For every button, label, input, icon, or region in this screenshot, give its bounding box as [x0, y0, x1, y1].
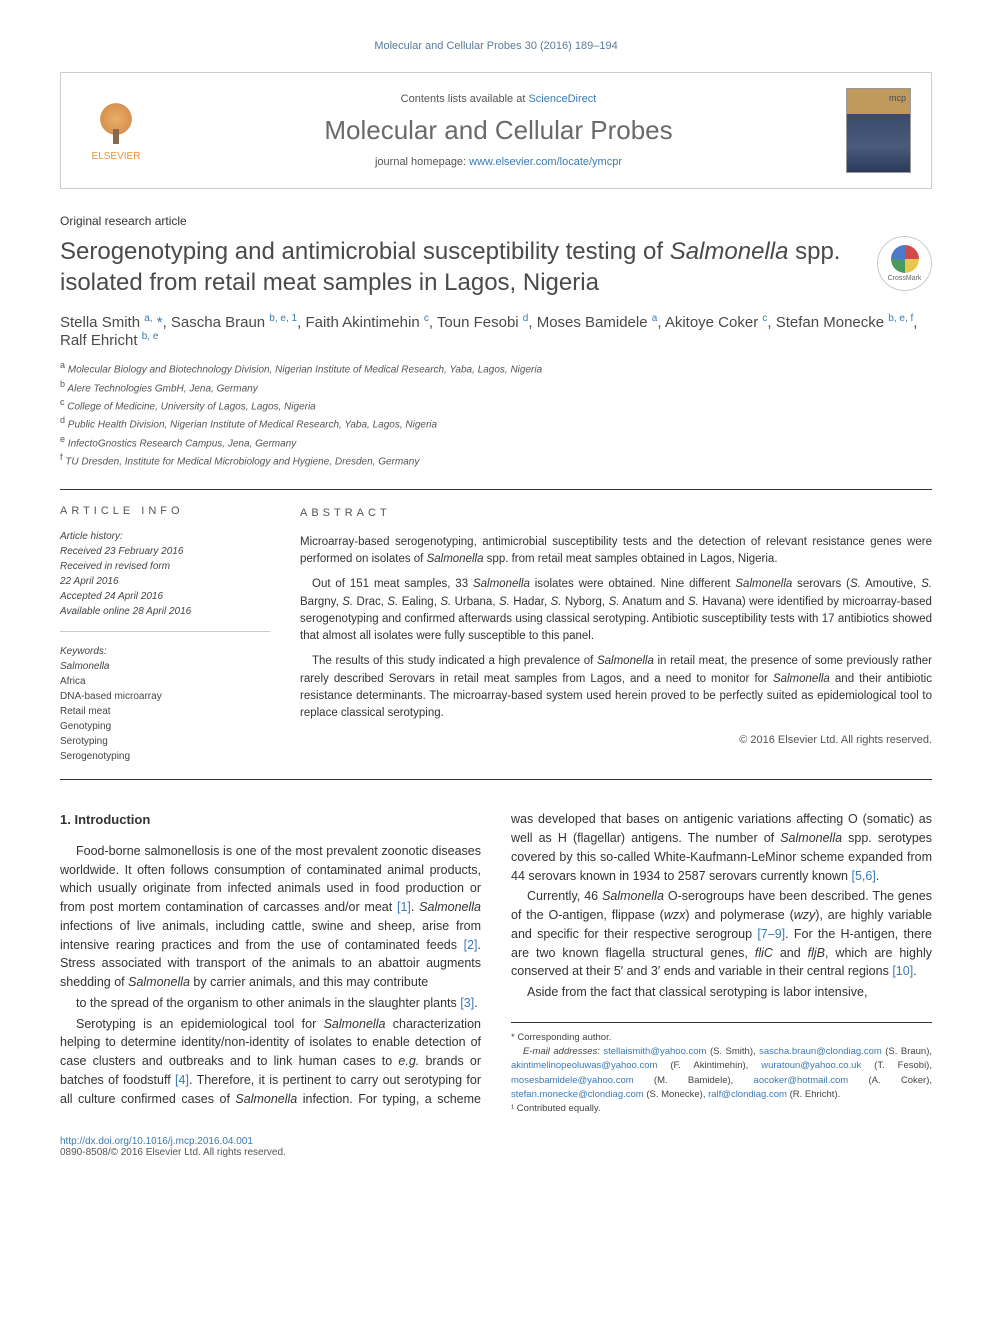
- article-history: Article history: Received 23 February 20…: [60, 529, 270, 632]
- affiliation-line: f TU Dresden, Institute for Medical Micr…: [60, 451, 932, 469]
- email-link[interactable]: akintimelinopeoluwas@yahoo.com: [511, 1060, 657, 1071]
- email-link[interactable]: ralf@clondiag.com: [708, 1089, 787, 1100]
- sciencedirect-link[interactable]: ScienceDirect: [528, 93, 596, 105]
- affiliation-line: e InfectoGnostics Research Campus, Jena,…: [60, 433, 932, 451]
- body-paragraph: Currently, 46 Salmonella O-serogroups ha…: [511, 887, 932, 981]
- email-link[interactable]: aocoker@hotmail.com: [754, 1075, 849, 1086]
- crossmark-icon: [891, 245, 919, 273]
- history-line: Available online 28 April 2016: [60, 604, 270, 619]
- footnotes: * Corresponding author. E-mail addresses…: [511, 1022, 932, 1117]
- abstract-block: ABSTRACT Microarray-based serogenotyping…: [300, 505, 932, 764]
- crossmark-badge[interactable]: CrossMark: [877, 236, 932, 291]
- abstract-paragraph: Out of 151 meat samples, 33 Salmonella i…: [300, 576, 932, 645]
- keyword: Salmonella: [60, 659, 270, 674]
- corresponding-author-note: * Corresponding author.: [511, 1031, 932, 1045]
- affiliation-line: a Molecular Biology and Biotechnology Di…: [60, 359, 932, 377]
- authors-list: Stella Smith a, *, Sascha Braun b, e, 1,…: [60, 313, 932, 349]
- history-line: Received in revised form: [60, 559, 270, 574]
- section-heading: 1. Introduction: [60, 810, 481, 830]
- journal-name: Molecular and Cellular Probes: [151, 115, 846, 146]
- affiliation-line: d Public Health Division, Nigerian Insti…: [60, 414, 932, 432]
- keyword: Retail meat: [60, 704, 270, 719]
- email-link[interactable]: mosesbamidele@yahoo.com: [511, 1075, 634, 1086]
- history-line: Received 23 February 2016: [60, 544, 270, 559]
- keyword: Africa: [60, 674, 270, 689]
- citation-header: Molecular and Cellular Probes 30 (2016) …: [60, 40, 932, 52]
- abstract-header: ABSTRACT: [300, 505, 932, 522]
- keyword: Genotyping: [60, 719, 270, 734]
- article-info-header: ARTICLE INFO: [60, 505, 270, 517]
- keywords-block: Keywords: SalmonellaAfricaDNA-based micr…: [60, 644, 270, 764]
- history-line: Accepted 24 April 2016: [60, 589, 270, 604]
- affiliation-line: b Alere Technologies GmbH, Jena, Germany: [60, 378, 932, 396]
- email-link[interactable]: stellaismith@yahoo.com: [603, 1046, 706, 1057]
- email-link[interactable]: stefan.monecke@clondiag.com: [511, 1089, 644, 1100]
- affiliation-line: c College of Medicine, University of Lag…: [60, 396, 932, 414]
- article-info-sidebar: ARTICLE INFO Article history: Received 2…: [60, 505, 270, 764]
- body-paragraph: to the spread of the organism to other a…: [60, 994, 481, 1013]
- keyword: Serotyping: [60, 734, 270, 749]
- elsevier-tree-icon: [91, 99, 141, 149]
- article-title: Serogenotyping and antimicrobial suscept…: [60, 236, 857, 298]
- abstract-copyright: © 2016 Elsevier Ltd. All rights reserved…: [300, 732, 932, 749]
- email-link[interactable]: wuratoun@yahoo.co.uk: [761, 1060, 861, 1071]
- email-addresses: E-mail addresses: stellaismith@yahoo.com…: [511, 1045, 932, 1102]
- body-paragraph: Food-borne salmonellosis is one of the m…: [60, 842, 481, 992]
- publisher-name: ELSEVIER: [92, 151, 141, 162]
- body-paragraph: Aside from the fact that classical serot…: [511, 983, 932, 1002]
- history-line: 22 April 2016: [60, 574, 270, 589]
- crossmark-label: CrossMark: [888, 275, 922, 282]
- issn-copyright: 0890-8508/© 2016 Elsevier Ltd. All right…: [60, 1147, 286, 1158]
- contribution-note: ¹ Contributed equally.: [511, 1102, 932, 1116]
- keyword: DNA-based microarray: [60, 689, 270, 704]
- email-link[interactable]: sascha.braun@clondiag.com: [759, 1046, 882, 1057]
- doi-link[interactable]: http://dx.doi.org/10.1016/j.mcp.2016.04.…: [60, 1136, 253, 1147]
- keyword: Serogenotyping: [60, 749, 270, 764]
- journal-homepage-link[interactable]: www.elsevier.com/locate/ymcpr: [469, 156, 622, 168]
- journal-banner: ELSEVIER Contents lists available at Sci…: [60, 72, 932, 189]
- article-type: Original research article: [60, 214, 932, 228]
- journal-cover-thumbnail: [846, 88, 911, 173]
- abstract-paragraph: Microarray-based serogenotyping, antimic…: [300, 534, 932, 569]
- journal-homepage-line: journal homepage: www.elsevier.com/locat…: [151, 156, 846, 168]
- page-footer: http://dx.doi.org/10.1016/j.mcp.2016.04.…: [60, 1136, 932, 1158]
- contents-lists-line: Contents lists available at ScienceDirec…: [151, 93, 846, 105]
- affiliations: a Molecular Biology and Biotechnology Di…: [60, 359, 932, 469]
- publisher-logo: ELSEVIER: [81, 91, 151, 171]
- article-body: 1. Introduction Food-borne salmonellosis…: [60, 810, 932, 1116]
- abstract-paragraph: The results of this study indicated a hi…: [300, 653, 932, 722]
